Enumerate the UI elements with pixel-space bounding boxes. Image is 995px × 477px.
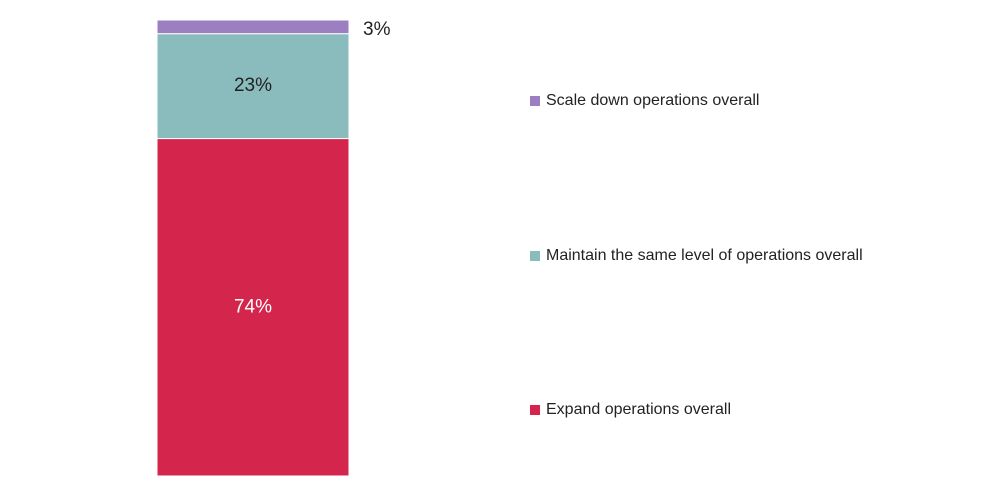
data-label: 74%	[234, 296, 272, 317]
legend-label: Scale down operations overall	[546, 92, 759, 109]
bar-segment	[156, 19, 350, 35]
bar-segment	[156, 33, 350, 140]
bar-segment	[156, 138, 350, 477]
legend-label: Maintain the same level of operations ov…	[546, 247, 863, 264]
data-label: 23%	[234, 75, 272, 96]
legend-swatch	[530, 96, 540, 106]
legend-label: Expand operations overall	[546, 401, 731, 418]
legend-swatch	[530, 251, 540, 261]
data-label: 3%	[363, 19, 391, 40]
legend-swatch	[530, 405, 540, 415]
